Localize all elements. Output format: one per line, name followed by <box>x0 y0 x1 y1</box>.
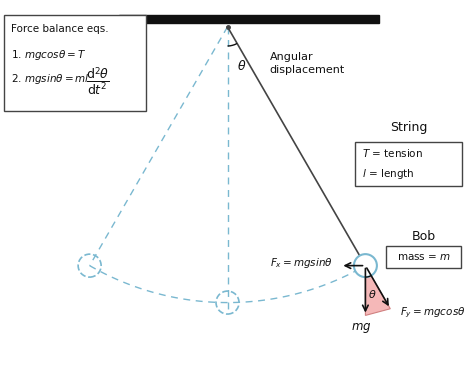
Text: 1. $mgcos\theta = T$: 1. $mgcos\theta = T$ <box>11 48 86 62</box>
Text: Angular
displacement: Angular displacement <box>270 52 345 75</box>
Text: $T$ = tension: $T$ = tension <box>363 147 423 159</box>
Text: String: String <box>390 121 428 134</box>
Text: 2. $mgsin\theta = ml$: 2. $mgsin\theta = ml$ <box>11 72 90 86</box>
Text: $\theta$: $\theta$ <box>237 59 246 74</box>
Text: mass = $m$: mass = $m$ <box>397 252 451 262</box>
Text: $F_y = mgcos\theta$: $F_y = mgcos\theta$ <box>400 305 465 320</box>
Text: $l$ = length: $l$ = length <box>363 167 415 181</box>
Text: $mg$: $mg$ <box>351 321 372 335</box>
Text: $\theta$: $\theta$ <box>368 288 377 300</box>
Text: Bob: Bob <box>412 230 436 243</box>
Bar <box>4 15 146 111</box>
Bar <box>356 142 462 186</box>
Text: $F_x = mgsin\theta$: $F_x = mgsin\theta$ <box>270 255 333 270</box>
Polygon shape <box>365 266 390 316</box>
Circle shape <box>354 254 377 277</box>
Text: Force balance eqs.: Force balance eqs. <box>11 24 109 34</box>
Text: $\dfrac{\mathrm{d}^2\theta}{\mathrm{d}t^2}$: $\dfrac{\mathrm{d}^2\theta}{\mathrm{d}t^… <box>86 65 110 97</box>
Bar <box>386 247 461 268</box>
Bar <box>118 15 379 23</box>
